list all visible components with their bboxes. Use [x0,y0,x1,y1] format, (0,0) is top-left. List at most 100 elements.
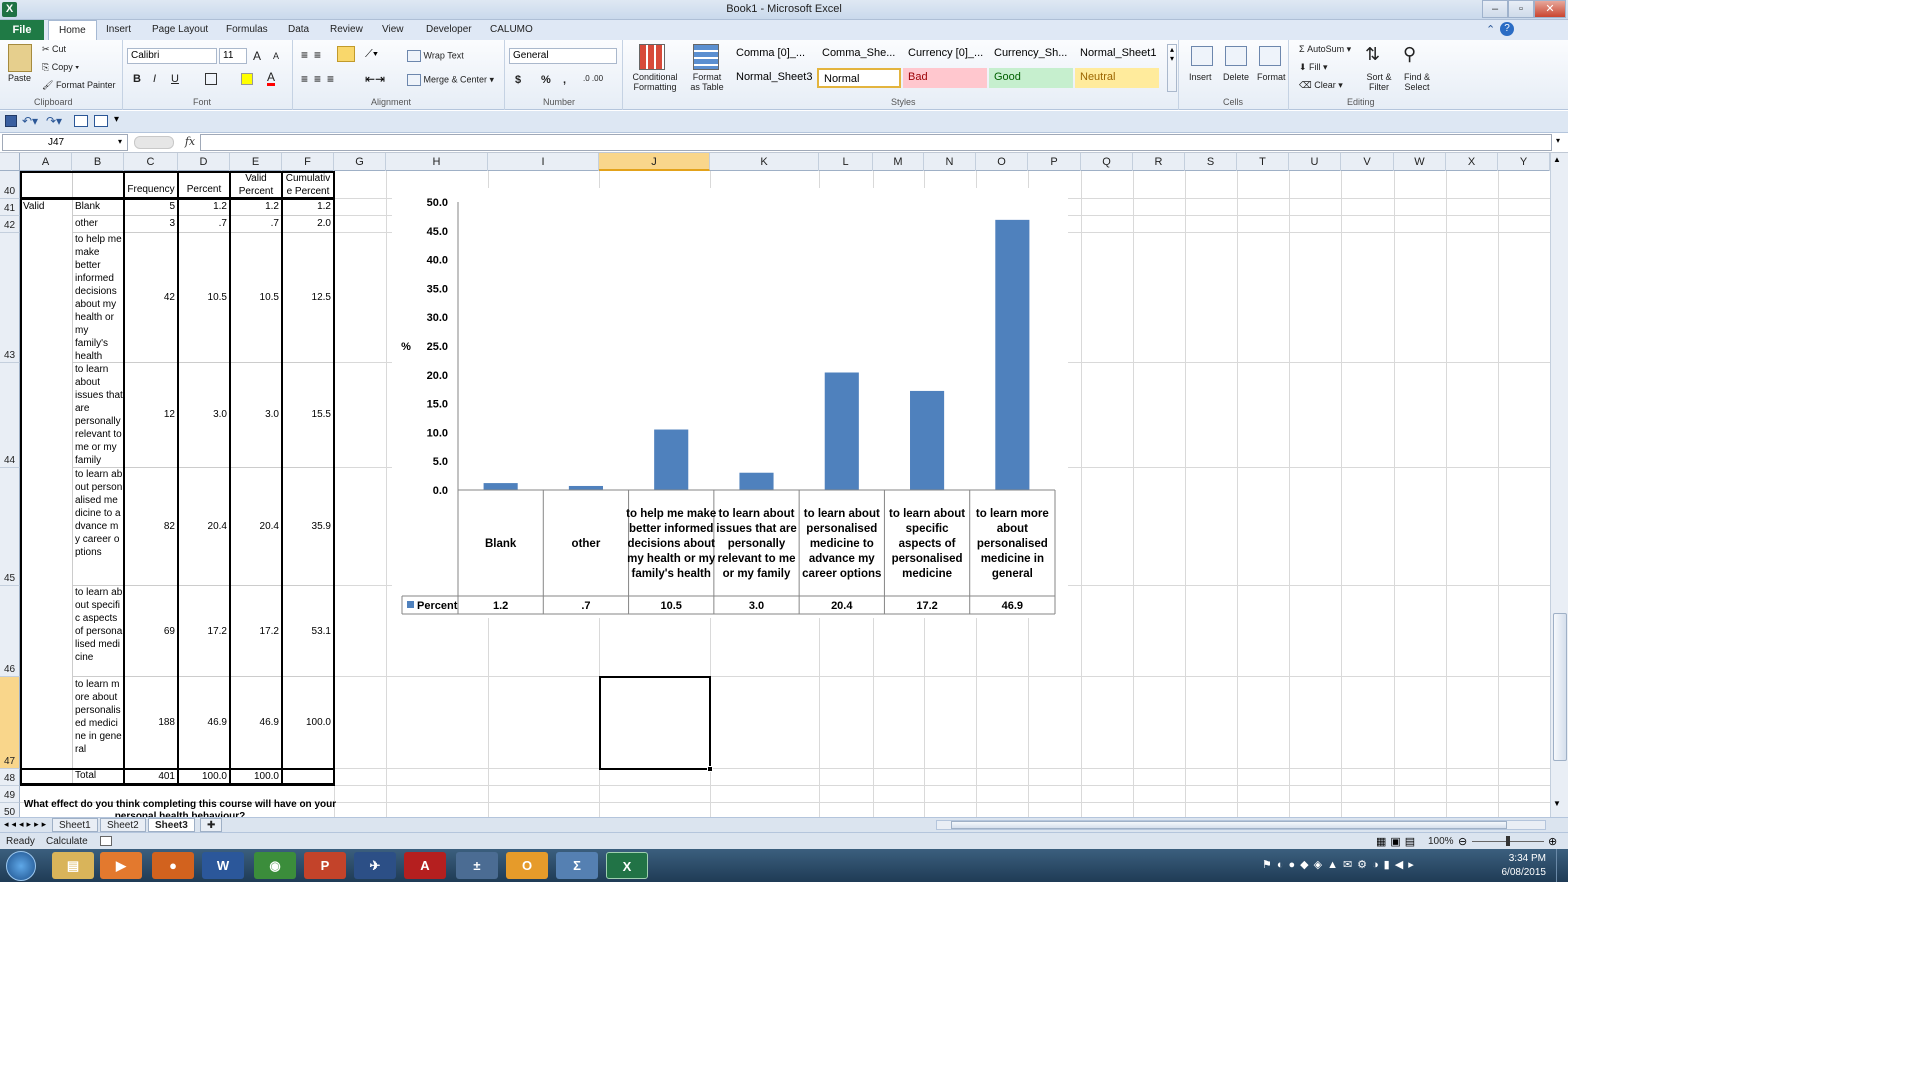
column-header[interactable]: G [334,153,386,171]
row-header[interactable]: 41 [0,199,20,216]
style-comma0[interactable]: Comma [0]_... [736,47,806,59]
styles-gallery-scroll[interactable]: ▴ ▾ [1167,44,1177,92]
word-icon[interactable]: W [202,852,244,879]
style-neutral[interactable]: Neutral [1075,68,1159,88]
sheet-tab-sheet3-active[interactable]: Sheet3 [148,818,195,832]
column-header-selected[interactable]: J [599,153,710,171]
sheet-tab-sheet1[interactable]: Sheet1 [52,818,98,832]
percent-button[interactable]: % [541,74,551,86]
vertical-align-icons[interactable]: ≡≡ [301,48,328,62]
sort-filter-button[interactable]: Sort & Filter [1366,72,1392,92]
vertical-scroll-thumb[interactable] [1553,613,1567,761]
column-header[interactable]: K [710,153,819,171]
outlook-icon[interactable]: O [506,852,548,879]
powerpoint-icon[interactable]: P [304,852,346,879]
clock-time[interactable]: 3:34 PM [1508,853,1546,864]
select-all-button[interactable] [0,153,20,171]
file-explorer-icon[interactable]: ▤ [52,852,94,879]
minimize-button[interactable]: – [1482,0,1508,18]
name-box[interactable]: J47 [2,134,128,151]
macro-record-icon[interactable] [100,836,112,846]
find-select-button[interactable]: Find & Select [1403,72,1430,92]
app-icon[interactable]: ✈ [354,852,396,879]
underline-button[interactable]: U [171,73,179,85]
sigma-app-icon[interactable]: Σ [556,852,598,879]
chart-icon[interactable] [74,115,88,127]
format-as-table-icon[interactable] [693,44,719,70]
format-cells-icon[interactable] [1259,46,1281,66]
formula-input[interactable] [200,134,1552,151]
system-tray-icons[interactable]: ⚑◐●◆◈▲✉⚙◑▮◀▸ [1262,859,1419,871]
style-comma-sheet[interactable]: Comma_She... [822,47,896,59]
name-box-dropdown-icon[interactable]: ▾ [118,137,123,146]
tab-insert[interactable]: Insert [106,24,132,35]
column-header[interactable]: V [1341,153,1394,171]
row-header[interactable]: 50 [0,803,20,817]
column-header[interactable]: E [230,153,282,171]
copy-button[interactable]: ⎘ Copy ▾ [42,62,79,72]
ribbon-collapse-icon[interactable]: ⌃ [1486,24,1496,36]
excel-taskbar-icon[interactable]: X [606,852,648,879]
autosum-button[interactable]: Σ AutoSum ▾ [1299,44,1352,54]
column-header[interactable]: F [282,153,334,171]
style-currency-sheet[interactable]: Currency_Sh... [994,47,1068,59]
sort-filter-icon[interactable]: ⇅ [1365,44,1381,64]
column-header[interactable]: T [1237,153,1289,171]
scroll-up-icon[interactable]: ▲ [1553,155,1561,164]
paste-button[interactable]: Paste [8,73,32,83]
style-bad[interactable]: Bad [903,68,987,88]
merge-center-button[interactable]: Merge & Center ▾ [407,74,494,86]
conditional-formatting-icon[interactable] [639,44,665,70]
column-header[interactable]: W [1394,153,1446,171]
row-header[interactable]: 49 [0,786,20,803]
style-normal[interactable]: Normal [817,68,901,88]
start-button-icon[interactable] [6,851,36,881]
column-header[interactable]: M [873,153,924,171]
save-icon[interactable] [5,115,17,127]
media-player-icon[interactable]: ▶ [100,852,142,879]
comma-button[interactable]: , [563,74,567,86]
column-header[interactable]: C [124,153,178,171]
insert-function-button[interactable]: fx [184,135,196,148]
zoom-slider-thumb[interactable] [1506,836,1510,846]
zoom-level[interactable]: 100% [1428,836,1454,847]
font-color-button[interactable]: A [267,70,276,86]
undo-icon[interactable]: ↶▾ [22,114,39,128]
tab-formulas[interactable]: Formulas [226,24,268,35]
fill-button[interactable]: ⬇ Fill ▾ [1299,62,1328,72]
horizontal-scrollbar[interactable] [936,820,1546,830]
expand-formula-bar-icon[interactable]: ▾ [1556,136,1561,145]
column-header[interactable]: O [976,153,1028,171]
font-name-select[interactable]: Calibri [127,48,217,64]
delete-cells-button[interactable]: Delete [1223,72,1250,82]
insert-sheet-icon[interactable]: ✚ [200,818,223,832]
insert-cells-button[interactable]: Insert [1189,72,1212,82]
format-as-table-button[interactable]: Format as Table [690,72,724,92]
firefox-icon[interactable]: ● [152,852,194,879]
column-header[interactable]: I [488,153,599,171]
cut-button[interactable]: ✂ Cut [42,44,67,54]
column-header[interactable]: U [1289,153,1341,171]
tab-file[interactable]: File [0,20,44,40]
sheet-tab-sheet2[interactable]: Sheet2 [100,818,146,832]
delete-cells-icon[interactable] [1225,46,1247,66]
vertical-scrollbar[interactable]: ▲ ▼ [1550,153,1568,817]
grow-font-button[interactable]: A [253,49,262,63]
clock-date[interactable]: 6/08/2015 [1501,867,1547,878]
column-header[interactable]: D [178,153,230,171]
orientation-icon[interactable]: ⟋▾ [365,48,379,60]
indent-icons[interactable]: ⇤⇥ [365,72,386,86]
zoom-out-icon[interactable]: ⊖ [1458,836,1468,848]
calculator-icon[interactable]: ± [456,852,498,879]
italic-button[interactable]: I [153,73,157,85]
column-header[interactable]: N [924,153,976,171]
column-header[interactable]: Q [1081,153,1133,171]
row-header[interactable]: 46 [0,586,20,677]
redo-icon[interactable]: ↷▾ [46,114,63,128]
column-header[interactable]: H [386,153,488,171]
borders-icon[interactable] [205,73,217,85]
horizontal-scroll-thumb[interactable] [951,821,1507,829]
customize-toolbar-icon[interactable]: ▾ [114,114,120,125]
column-header[interactable]: L [819,153,873,171]
scroll-down-icon[interactable]: ▼ [1553,799,1561,808]
